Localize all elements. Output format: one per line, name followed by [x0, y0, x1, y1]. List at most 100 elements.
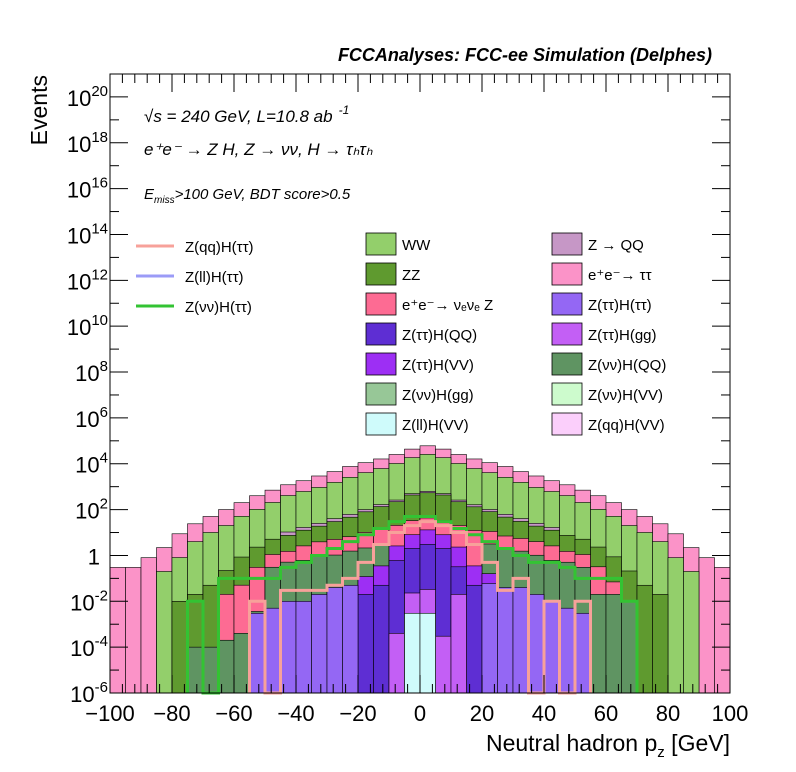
bar-z-h-qq [187, 646, 204, 694]
annotation-process: e⁺e⁻ → Z H, Z → νν, H → τₕτₕ [144, 140, 373, 159]
y-tick-label: 1020 [67, 83, 108, 111]
y-tick-label: 1010 [67, 312, 108, 340]
bar-z-h [559, 607, 576, 694]
legend-swatch [551, 292, 583, 316]
y-tick-exponent: 8 [100, 358, 108, 375]
y-tick-label: 104 [75, 450, 108, 478]
legend-label: Z(νν)H(ττ) [185, 299, 252, 316]
y-tick-base: 10 [75, 361, 99, 386]
y-tick-label: 1012 [67, 266, 108, 294]
legend-label: Z(qq)H(ττ) [185, 239, 254, 256]
x-axis-label: Neutral hadron pz [GeV] [486, 730, 730, 761]
y-axis-label: Events [26, 75, 52, 145]
legend-label: Z(ττ)H(gg) [588, 327, 657, 344]
legend-swatch [365, 382, 397, 406]
bar-z-ll-h-vv [419, 612, 436, 694]
bar-z-h [295, 600, 312, 694]
bar-z-h-qq [373, 584, 390, 694]
bar-z-h-qq [357, 594, 374, 694]
legend-label: Z(νν)H(gg) [402, 387, 474, 404]
x-tick-label: −40 [277, 701, 314, 726]
legend-swatch [551, 382, 583, 406]
legend-swatch [365, 262, 397, 286]
bar-z-h [264, 607, 281, 694]
y-tick-exponent: -4 [95, 633, 108, 650]
x-tick-label: 80 [656, 701, 680, 726]
legend-label: ZZ [402, 267, 420, 284]
y-tick-exponent: 18 [91, 129, 108, 146]
bar-z-h-gg [435, 635, 452, 694]
y-tick-label: 106 [75, 404, 108, 432]
y-tick-label: 1 [88, 544, 100, 569]
annotation-cuts-sub: miss [154, 195, 175, 206]
y-tick-label: 1014 [67, 220, 108, 248]
legend-label: e⁺e⁻→ ττ [588, 267, 652, 284]
legend-swatch [365, 292, 397, 316]
legend-swatch [551, 262, 583, 286]
bar-z-ll-h-vv [404, 612, 421, 694]
bar-z-h-gg [388, 633, 405, 694]
y-tick-exponent: 4 [100, 450, 108, 467]
bar-z-h-qq [233, 633, 250, 694]
y-tick-exponent: 14 [91, 220, 108, 237]
bar-z-h [481, 583, 498, 694]
y-tick-base: 10 [70, 590, 94, 615]
legend-label: Z(νν)H(VV) [588, 387, 663, 404]
x-axis-label-sub: z [657, 744, 665, 761]
legend-label: Z(νν)H(QQ) [588, 357, 666, 374]
y-tick-label: 10-6 [70, 679, 108, 707]
bar-z-h [528, 594, 545, 694]
y-tick-exponent: -6 [95, 679, 108, 696]
y-tick-base: 10 [67, 269, 91, 294]
bar-e-e [714, 567, 731, 694]
annotation-energy-text: √s = 240 GeV, L=10.8 ab [144, 107, 333, 126]
annotation-cuts-e: E [144, 186, 155, 203]
y-tick-base: 1 [88, 544, 100, 569]
y-tick-exponent: 20 [91, 83, 108, 100]
bar-e-e [125, 567, 142, 694]
legend-label: Z(qq)H(VV) [588, 417, 665, 434]
bar-zz [636, 584, 653, 694]
legend-swatch [365, 352, 397, 376]
bar-ww [667, 557, 684, 694]
annotation-energy: √s = 240 GeV, L=10.8 ab -1 [144, 103, 349, 126]
bar-z-h-gg [450, 594, 467, 694]
bar-ww [156, 571, 173, 694]
y-tick-exponent: 16 [91, 175, 108, 192]
legend-swatch [365, 412, 397, 436]
x-tick-label: −80 [153, 701, 190, 726]
legend-label: Z(ττ)H(VV) [402, 357, 474, 374]
y-tick-base: 10 [75, 499, 99, 524]
y-tick-label: 102 [75, 496, 108, 524]
y-tick-base: 10 [67, 223, 91, 248]
y-tick-label: 1016 [67, 175, 108, 203]
bar-z-h [326, 587, 343, 694]
annotation-cuts: Emiss>100 GeV, BDT score>0.5 [144, 186, 351, 206]
legend-label: Z(ττ)H(QQ) [402, 327, 477, 344]
annotation-energy-exp: -1 [339, 103, 350, 117]
bar-z-h-qq [218, 639, 235, 694]
legend-label: e⁺e⁻→ νₑνₑ Z [402, 297, 493, 314]
y-tick-label: 10-2 [70, 587, 108, 615]
x-tick-label: 40 [532, 701, 556, 726]
y-tick-exponent: 2 [100, 496, 108, 513]
bar-z-h-qq [202, 646, 219, 694]
legend-label: Z(ll)H(ττ) [185, 269, 244, 286]
y-tick-base: 10 [67, 315, 91, 340]
legend-swatch [551, 352, 583, 376]
bar-z-h [574, 612, 591, 694]
legend-label: Z → QQ [588, 237, 644, 254]
y-tick-label: 108 [75, 358, 108, 386]
legend-swatch [551, 232, 583, 256]
legend-swatch [551, 412, 583, 436]
chart-title: FCCAnalyses: FCC-ee Simulation (Delphes) [338, 45, 712, 65]
x-tick-label: 100 [712, 701, 749, 726]
annotation-cuts-rest: >100 GeV, BDT score>0.5 [175, 186, 351, 203]
bar-e-e [140, 557, 157, 694]
bar-z-h-qq [466, 584, 483, 694]
bar-z-h [280, 600, 297, 694]
y-tick-exponent: 10 [91, 312, 108, 329]
bar-zz [652, 594, 669, 694]
bar-z-h [342, 584, 359, 694]
